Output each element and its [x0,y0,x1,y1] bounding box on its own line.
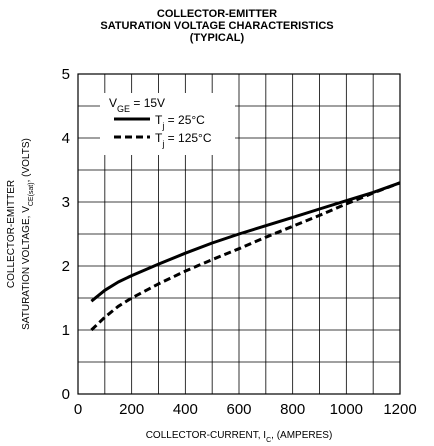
y-tick-label: 4 [62,130,70,147]
x-tick-label: 0 [74,401,82,418]
series-125c-dashed [90,181,401,332]
legend-condition: VGE = 15V [109,96,165,114]
legend-entry-25c-sub: j [161,121,164,131]
y-tick-label: 1 [62,322,70,339]
y-axis-label-line-1: COLLECTOR-EMITTER [6,180,17,288]
x-tick-label: 1200 [383,401,416,418]
legend-entry-125c: Tj = 125°C [155,131,212,149]
x-axis-label-sub: C [266,437,271,444]
series-25c-solid [90,181,401,303]
x-tick-label: 600 [226,401,251,418]
x-tick-label: 200 [119,401,144,418]
legend-entry-25c-tail: = 25°C [164,113,205,127]
legend-entry-125c-main: T [155,131,163,145]
y-axis-label-line-2-main: SATURATION VOLTAGE, V [21,206,32,330]
x-axis-label-main: COLLECTOR-CURRENT, I [146,430,266,441]
y-tick-label: 5 [62,66,70,83]
y-axis-label-line-2-sub: CE(sat) [28,182,35,206]
legend-background [100,93,235,155]
chart-title-line-3: (TYPICAL) [189,32,245,44]
chart-title-line-1: COLLECTOR-EMITTER [156,8,278,20]
x-axis-label: COLLECTOR-CURRENT, IC, (AMPERES) [146,430,333,444]
x-tick-label: 400 [173,401,198,418]
legend-entry-25c-main: T [155,113,163,127]
legend-entry-25c: Tj = 25°C [155,113,205,131]
y-axis-label-line-2-tail: , (VOLTS) [21,138,32,182]
x-tick-label: 1000 [330,401,363,418]
legend-condition-main: V [109,96,117,110]
legend-condition-sub: GE [117,104,130,114]
y-axis-label-line-2: SATURATION VOLTAGE, VCE(sat), (VOLTS) [21,138,35,330]
legend-entry-125c-tail: = 125°C [164,131,211,145]
y-axis-label: COLLECTOR-EMITTER SATURATION VOLTAGE, VC… [6,138,35,330]
legend: VGE = 15V Tj = 25°C Tj = 125°C [100,93,235,155]
plot-frame [77,73,401,395]
tick-labels: 0 200 400 600 800 1000 1200 0 1 2 3 4 5 [62,66,417,418]
y-tick-label: 3 [62,194,70,211]
legend-entry-125c-sub: j [161,139,164,149]
y-tick-label: 0 [62,386,70,403]
x-axis-label-tail: , (AMPERES) [271,430,332,441]
chart-title-line-2: SATURATION VOLTAGE CHARACTERISTICS [100,20,334,32]
series-layer [90,181,401,332]
legend-condition-tail: = 15V [130,96,165,110]
x-tick-label: 800 [280,401,305,418]
y-tick-label: 2 [62,258,70,275]
